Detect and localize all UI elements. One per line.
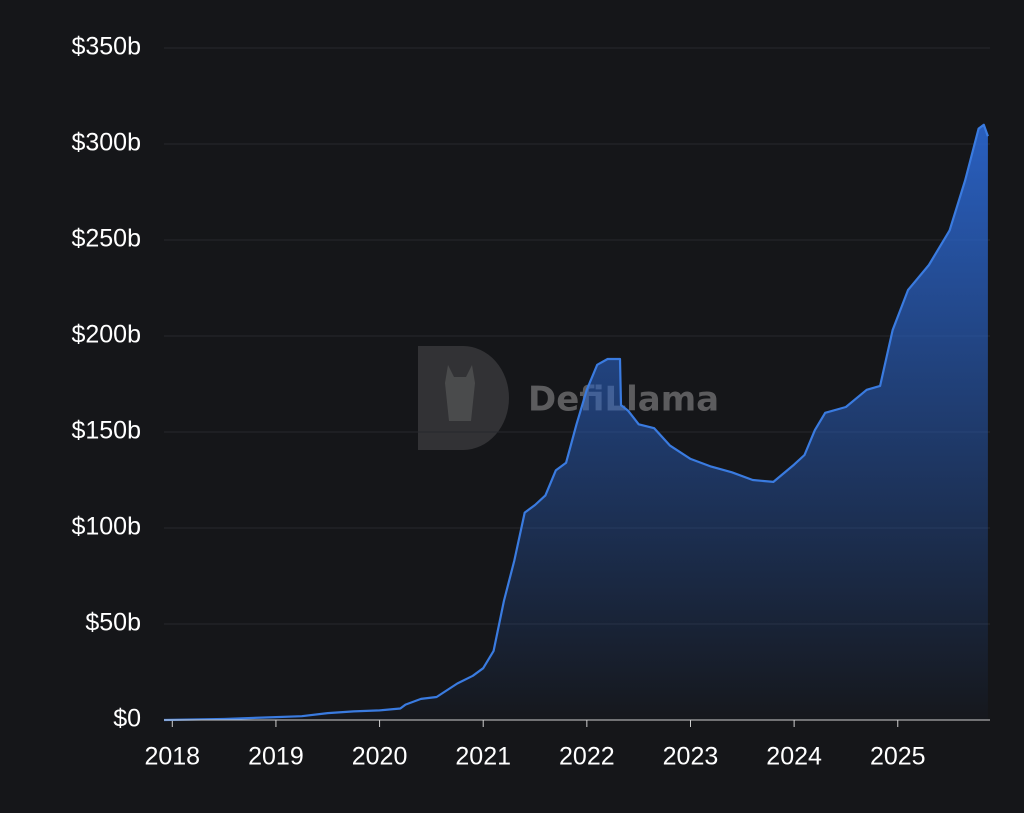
y-tick-label: $200b [71,321,141,349]
area-fill [164,124,988,721]
area-line [163,123,989,722]
x-tick-label: 2022 [559,743,615,771]
x-tick-label: 2021 [455,743,511,771]
x-tick-label: 2019 [248,743,304,771]
x-tick-label: 2018 [144,743,200,771]
y-tick-label: $50b [85,609,141,637]
y-tick-label: $300b [71,129,141,157]
y-tick-label: $0 [113,705,141,733]
x-tick-label: 2020 [352,743,408,771]
y-tick-label: $150b [71,417,141,445]
y-tick-label: $350b [71,33,141,61]
x-tick-label: 2023 [663,743,719,771]
watermark-logo [418,346,509,450]
x-tick-label: 2024 [766,743,822,771]
x-tick-label: 2025 [870,743,926,771]
y-tick-label: $250b [71,225,141,253]
y-tick-label: $100b [71,513,141,541]
